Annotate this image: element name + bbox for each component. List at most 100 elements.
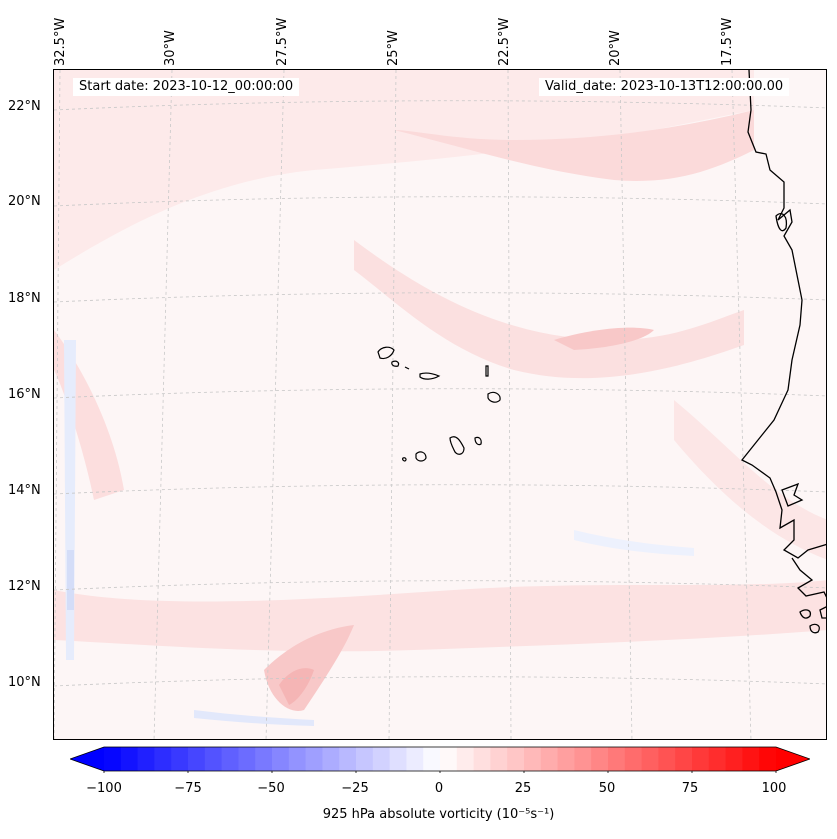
colorbar-segment <box>473 747 491 771</box>
vorticity-band-north <box>54 70 754 270</box>
coast-guinea-bissau <box>791 557 826 598</box>
colorbar-tick: 0 <box>434 781 444 796</box>
lon-label-32-5w: 32.5°W <box>53 17 68 66</box>
meridian-25w <box>388 70 397 739</box>
colorbar-segment <box>154 747 172 771</box>
colorbar-segment <box>171 747 189 771</box>
lat-label-22n: 22°N <box>8 99 41 114</box>
colorbar-tick: −25 <box>341 781 369 796</box>
lat-label-14n: 14°N <box>8 483 41 498</box>
colorbar-tick: 100 <box>761 781 787 796</box>
lon-label-27-5w: 27.5°W <box>275 17 290 66</box>
colorbar-segment <box>137 747 155 771</box>
colorbar-segment <box>608 747 626 771</box>
colorbar-segment <box>507 747 525 771</box>
colorbar-tick: −50 <box>257 781 285 796</box>
lon-label-17-5w: 17.5°W <box>720 17 735 66</box>
island-boa-vista <box>487 391 501 403</box>
lat-label-18n: 18°N <box>8 291 41 306</box>
coast-bijagos-2 <box>809 623 820 634</box>
colorbar-segment <box>288 747 307 771</box>
island-maio <box>474 436 482 446</box>
start-date-label: Start date: 2023-10-12_00:00:00 <box>73 78 300 96</box>
lon-label-20w: 20°W <box>608 30 623 66</box>
colorbar-segment <box>204 747 223 771</box>
colorbar <box>68 745 812 773</box>
meridian-32-5w <box>54 70 61 739</box>
colorbar-segment <box>742 747 760 771</box>
coast-bijagos-1 <box>799 609 812 619</box>
island-fogo <box>415 451 427 462</box>
colorbar-segment <box>255 747 273 771</box>
lat-label-20n: 20°N <box>8 194 41 209</box>
colorbar-segment <box>221 747 239 771</box>
colorbar-segment <box>490 747 508 771</box>
colorbar-segment <box>574 747 592 771</box>
island-sao-vicente <box>391 360 400 367</box>
colorbar-segment <box>406 747 424 771</box>
colorbar-extend-max <box>776 747 810 771</box>
vorticity-max-south-core <box>279 668 314 705</box>
colorbar-label: 925 hPa absolute vorticity (10⁻⁵s⁻¹) <box>322 807 555 822</box>
colorbar-svg <box>68 746 812 773</box>
meridian-20w <box>619 70 633 739</box>
colorbar-segment <box>104 747 122 771</box>
colorbar-segment <box>591 747 609 771</box>
meridian-22-5w <box>507 70 512 739</box>
colorbar-segment <box>322 747 340 771</box>
colorbar-segment <box>641 747 659 771</box>
colorbar-segment <box>759 747 777 771</box>
vorticity-band-upper <box>394 110 754 181</box>
colorbar-segment <box>692 747 710 771</box>
colorbar-segment <box>389 747 407 771</box>
map-canvas <box>54 70 826 739</box>
colorbar-segment <box>188 747 206 771</box>
vorticity-map[interactable] <box>53 69 827 740</box>
vorticity-max-east <box>554 327 654 350</box>
colorbar-segment <box>356 747 374 771</box>
colorbar-segment <box>372 747 391 771</box>
meridian-30w <box>153 70 173 739</box>
colorbar-tick: −100 <box>86 781 122 796</box>
colorbar-tick: −75 <box>174 781 202 796</box>
vorticity-neg-south <box>194 710 314 726</box>
lat-label-10n: 10°N <box>8 675 41 690</box>
coast-mauritania <box>740 70 826 559</box>
colorbar-tick: 50 <box>598 781 616 796</box>
colorbar-extend-min <box>70 747 104 771</box>
vorticity-band-east <box>674 400 826 560</box>
colorbar-tick: 75 <box>681 781 699 796</box>
colorbar-segment <box>557 747 575 771</box>
vorticity-neg-west-core <box>67 550 74 610</box>
vorticity-neg-west <box>64 340 76 660</box>
lon-label-25w: 25°W <box>386 30 401 66</box>
coastline-africa <box>740 70 826 634</box>
colorbar-segment <box>272 747 290 771</box>
parallel-14n <box>54 484 826 495</box>
lat-label-16n: 16°N <box>8 387 41 402</box>
colorbar-segment <box>238 747 256 771</box>
parallel-10n <box>54 676 826 687</box>
gridlines <box>54 70 826 739</box>
meridian-27-5w <box>265 70 285 739</box>
coast-bijagos-3 <box>819 606 826 619</box>
lon-label-22-5w: 22.5°W <box>497 17 512 66</box>
cape-verde-islands <box>377 346 501 462</box>
colorbar-segment <box>658 747 676 771</box>
meridian-17-5w <box>731 70 752 739</box>
island-brava <box>402 457 407 462</box>
vorticity-neg-east <box>574 530 694 556</box>
colorbar-segment <box>339 747 357 771</box>
lat-label-12n: 12°N <box>8 579 41 594</box>
parallel-16n <box>54 388 826 399</box>
vorticity-band-south <box>54 580 826 652</box>
colorbar-tick: 25 <box>514 781 532 796</box>
island-santo-antao <box>377 346 395 360</box>
colorbar-segment <box>423 747 441 771</box>
lon-label-30w: 30°W <box>163 30 178 66</box>
island-sal <box>485 365 489 377</box>
island-santa-luzia <box>404 366 410 370</box>
colorbar-segment <box>624 747 643 771</box>
valid-date-label: Valid_date: 2023-10-13T12:00:00.00 <box>539 78 790 96</box>
coast-gambia <box>781 482 804 507</box>
